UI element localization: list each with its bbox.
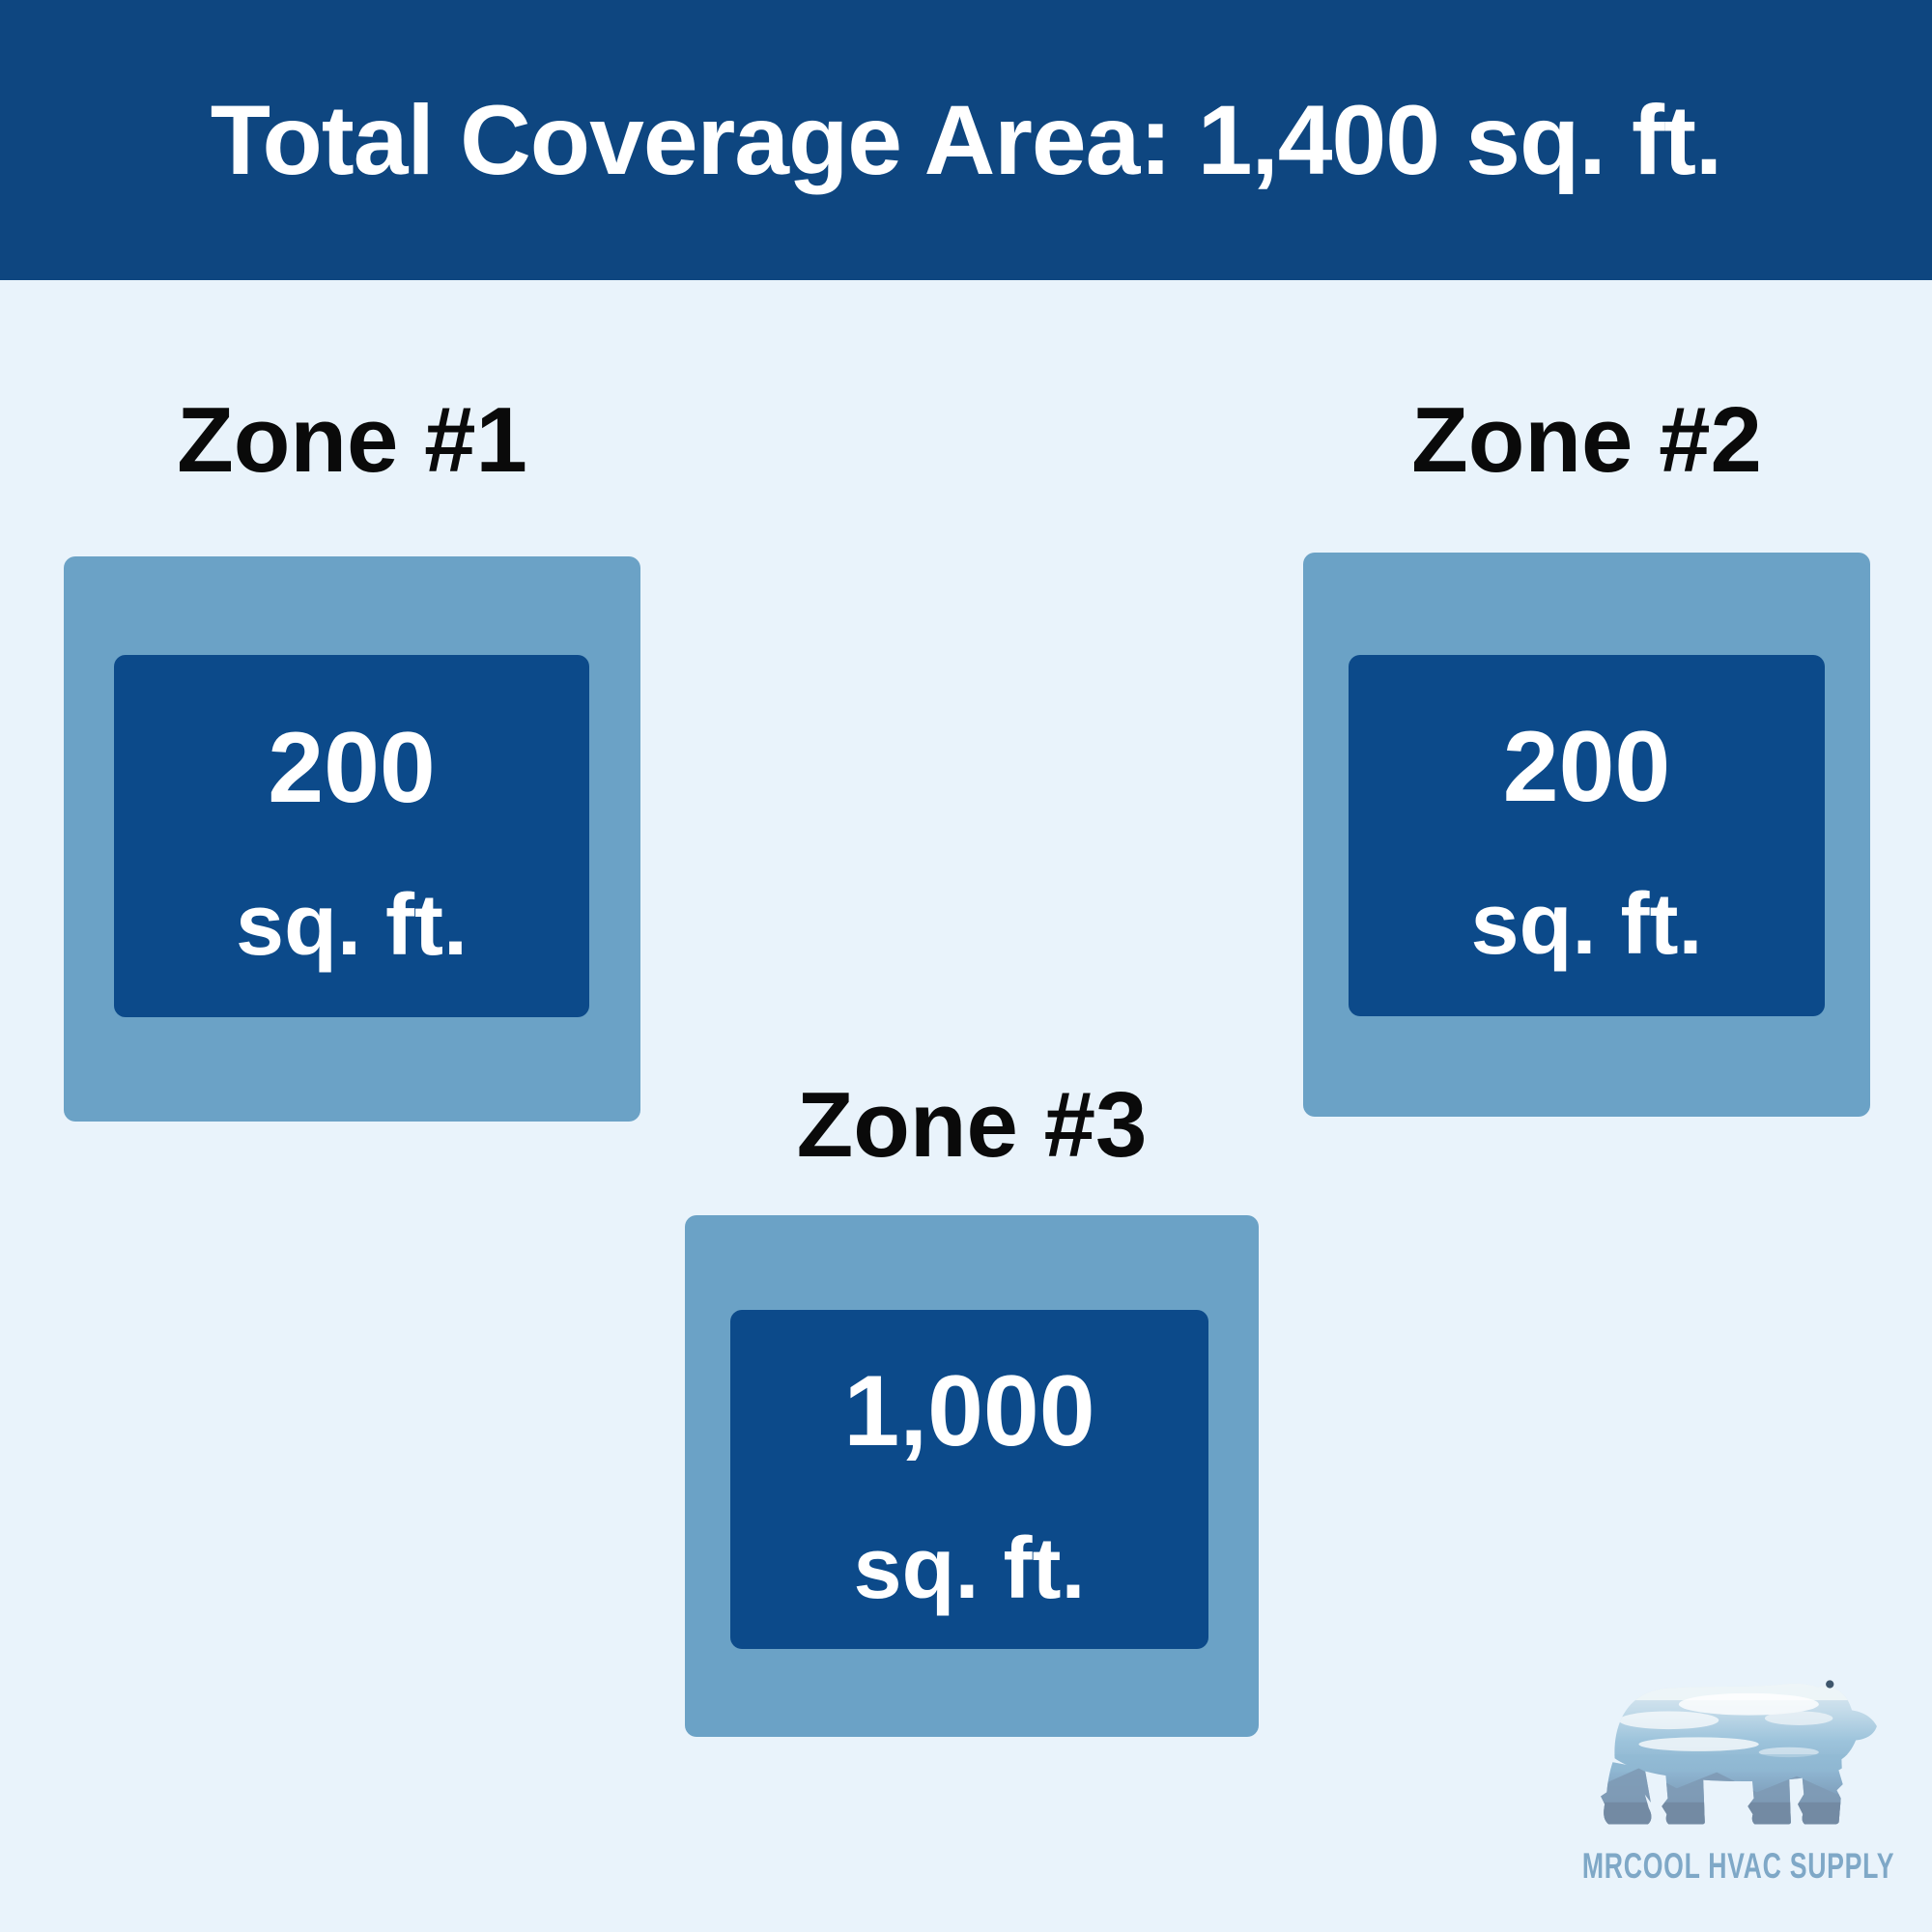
polar-bear-icon [1601, 1680, 1877, 1825]
zone-1-outer-square: 200 sq. ft. [64, 556, 640, 1122]
zone-3-area-value: 1,000 [843, 1354, 1095, 1467]
brand-logo: MRCOOL HVAC SUPPLY [1582, 1674, 1894, 1887]
zone-1-area-unit: sq. ft. [236, 876, 468, 974]
bear-ear-mark [1826, 1680, 1834, 1689]
zone-2-area-value: 200 [1502, 711, 1671, 823]
header-banner: Total Coverage Area: 1,400 sq. ft. [0, 0, 1932, 280]
zone-3-area-unit: sq. ft. [853, 1520, 1086, 1617]
brand-name: MRCOOL HVAC SUPPLY [1582, 1846, 1895, 1886]
zone-2-inner-square: 200 sq. ft. [1349, 655, 1825, 1016]
zone-3-label: Zone #3 [796, 1073, 1148, 1177]
zone-1-label: Zone #1 [177, 388, 527, 492]
zone-2-area-unit: sq. ft. [1470, 876, 1703, 973]
zone-3-outer-square: 1,000 sq. ft. [685, 1215, 1259, 1737]
page-title: Total Coverage Area: 1,400 sq. ft. [210, 84, 1723, 195]
zone-2-label: Zone #2 [1411, 388, 1762, 492]
zone-1-inner-square: 200 sq. ft. [114, 655, 589, 1017]
zone-2-outer-square: 200 sq. ft. [1303, 553, 1870, 1117]
zone-1-area-value: 200 [268, 711, 436, 824]
zone-3-inner-square: 1,000 sq. ft. [730, 1310, 1208, 1649]
